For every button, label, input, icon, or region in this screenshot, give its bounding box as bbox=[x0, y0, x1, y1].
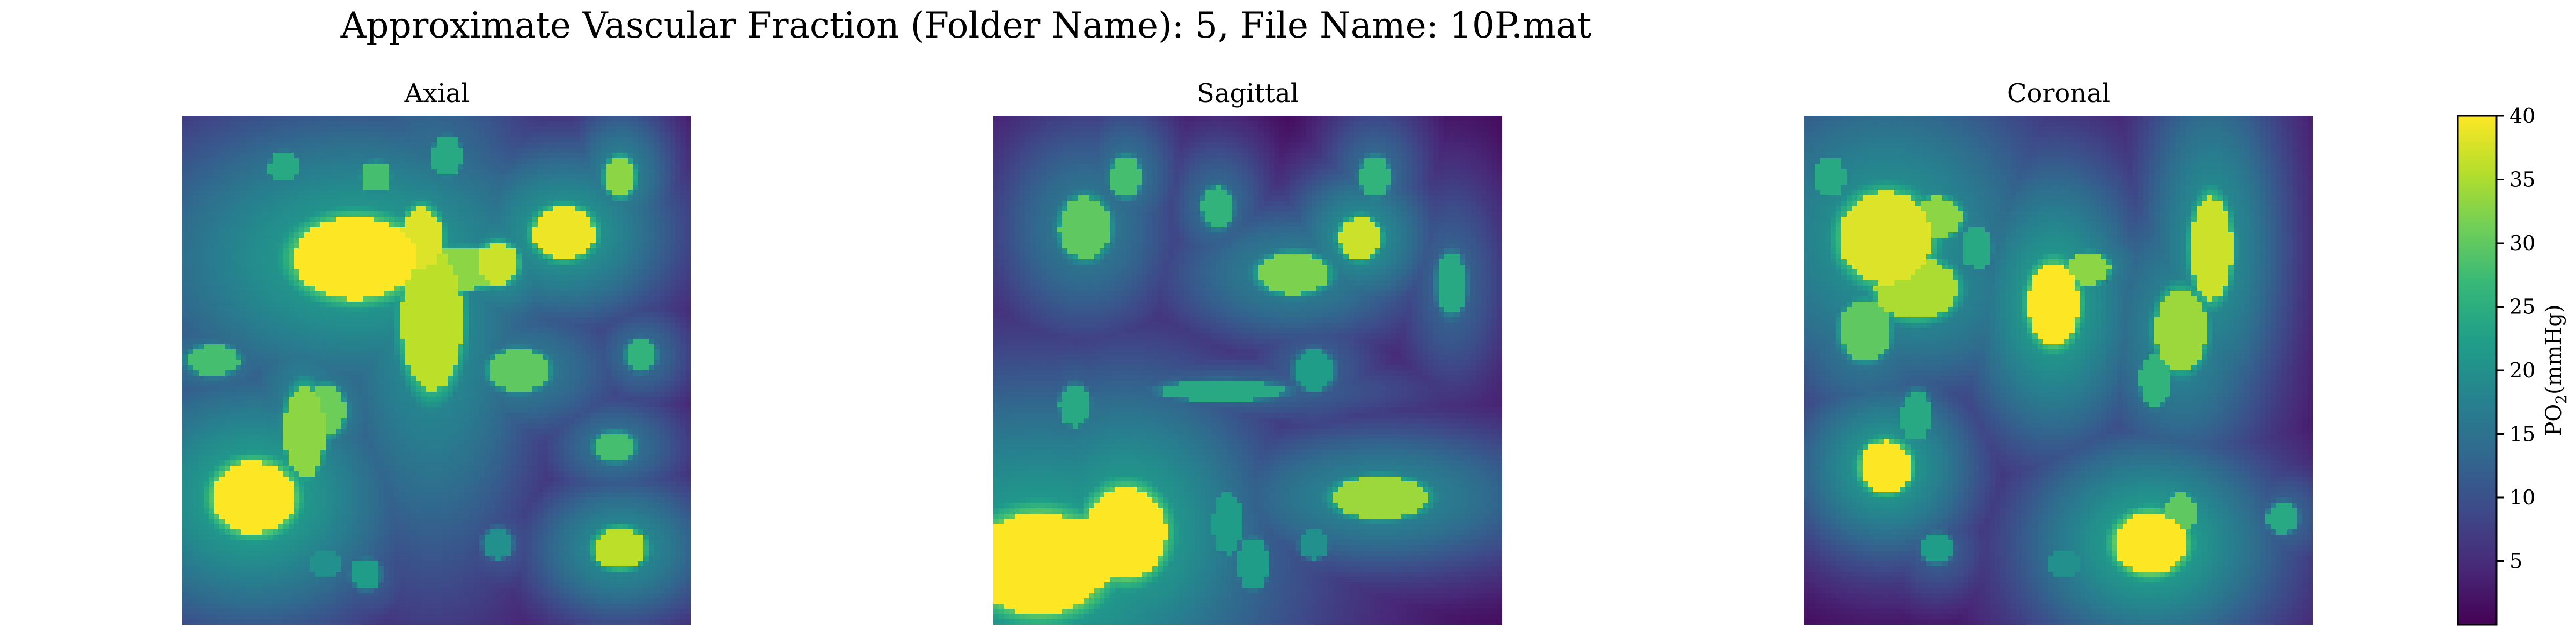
colorbar bbox=[2458, 116, 2497, 625]
heatmap-canvas-sagittal bbox=[993, 116, 1502, 625]
colorbar-ticks: 5 10 15 20 25 30 35 40 bbox=[2497, 104, 2535, 573]
heatmap-axial bbox=[182, 116, 691, 625]
heatmap-sagittal bbox=[993, 116, 1502, 625]
colorbar-label-units: (mmHg) bbox=[2542, 304, 2566, 394]
colorbar-label: PO2(mmHg) bbox=[2542, 304, 2570, 436]
colorbar-tick-label: 15 bbox=[2509, 422, 2535, 446]
colorbar-tick-label: 40 bbox=[2509, 104, 2535, 128]
colorbar-tick-label: 30 bbox=[2509, 231, 2535, 255]
colorbar-tick-label: 25 bbox=[2509, 295, 2535, 319]
heatmap-canvas-coronal bbox=[1804, 116, 2313, 625]
colorbar-tick-label: 35 bbox=[2509, 168, 2535, 192]
panel-title-coronal: Coronal bbox=[2007, 78, 2110, 108]
panel-title-axial: Axial bbox=[404, 78, 469, 108]
colorbar-tick-label: 10 bbox=[2509, 486, 2535, 509]
heatmap-coronal bbox=[1804, 116, 2313, 625]
heatmap-canvas-axial bbox=[182, 116, 691, 625]
colorbar-tick-label: 20 bbox=[2509, 358, 2535, 382]
colorbar-tick-label: 5 bbox=[2509, 550, 2522, 573]
colorbar-label-subscript: 2 bbox=[2552, 394, 2570, 404]
figure-title: Approximate Vascular Fraction (Folder Na… bbox=[340, 5, 1592, 46]
colorbar-label-main: PO bbox=[2542, 404, 2566, 436]
panel-title-sagittal: Sagittal bbox=[1197, 78, 1299, 108]
